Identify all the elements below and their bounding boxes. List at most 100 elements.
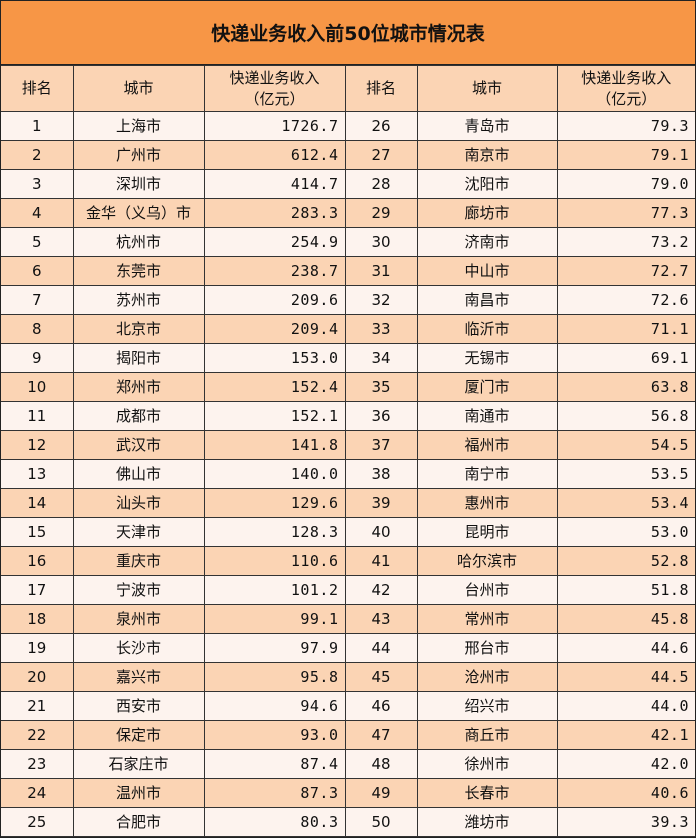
revenue-cell: 53.5 <box>556 459 695 489</box>
revenue-cell: 95.8 <box>203 662 346 692</box>
rank-cell: 29 <box>344 198 418 228</box>
city-cell: 昆明市 <box>416 517 558 547</box>
header-rank: 排名 <box>344 65 418 112</box>
rank-cell: 12 <box>1 430 74 460</box>
table-row: 10 郑州市 152.4 35 厦门市 63.8 <box>1 372 695 402</box>
city-cell: 无锡市 <box>416 343 558 373</box>
revenue-cell: 53.0 <box>556 517 695 547</box>
rank-cell: 21 <box>1 691 74 721</box>
revenue-cell: 110.6 <box>203 546 346 576</box>
rank-cell: 22 <box>1 720 74 750</box>
table-row: 19 长沙市 97.9 44 邢台市 44.6 <box>1 633 695 663</box>
rank-cell: 18 <box>1 604 74 634</box>
revenue-cell: 72.7 <box>556 256 695 286</box>
city-cell: 上海市 <box>72 111 205 141</box>
city-revenue-table: 排名 城市 快递业务收入 （亿元） 排名 城市 快递业务收入 （亿元） 1 上海市 17… <box>1 65 695 837</box>
city-cell: 佛山市 <box>72 459 205 489</box>
rank-cell: 16 <box>1 546 74 576</box>
rank-cell: 24 <box>1 778 74 808</box>
rank-cell: 32 <box>344 285 418 315</box>
rank-cell: 37 <box>344 430 418 460</box>
table-row: 22 保定市 93.0 47 商丘市 42.1 <box>1 720 695 750</box>
revenue-cell: 101.2 <box>203 575 346 605</box>
revenue-cell: 414.7 <box>203 169 346 199</box>
city-cell: 北京市 <box>72 314 205 344</box>
revenue-cell: 56.8 <box>556 401 695 431</box>
table-row: 11 成都市 152.1 36 南通市 56.8 <box>1 401 695 431</box>
rank-cell: 10 <box>1 372 74 402</box>
header-city: 城市 <box>416 65 558 112</box>
revenue-cell: 152.4 <box>203 372 346 402</box>
rank-cell: 6 <box>1 256 74 286</box>
revenue-cell: 54.5 <box>556 430 695 460</box>
city-cell: 长沙市 <box>72 633 205 663</box>
header-row: 排名 城市 快递业务收入 （亿元） 排名 城市 快递业务收入 （亿元） <box>1 65 695 112</box>
revenue-cell: 51.8 <box>556 575 695 605</box>
table-row: 14 汕头市 129.6 39 惠州市 53.4 <box>1 488 695 518</box>
revenue-cell: 612.4 <box>203 140 346 170</box>
city-cell: 重庆市 <box>72 546 205 576</box>
revenue-cell: 42.1 <box>556 720 695 750</box>
rank-cell: 49 <box>344 778 418 808</box>
rank-cell: 46 <box>344 691 418 721</box>
rank-cell: 28 <box>344 169 418 199</box>
table-row: 15 天津市 128.3 40 昆明市 53.0 <box>1 517 695 547</box>
table-row: 25 合肥市 80.3 50 潍坊市 39.3 <box>1 807 695 837</box>
city-cell: 台州市 <box>416 575 558 605</box>
city-cell: 邢台市 <box>416 633 558 663</box>
table-row: 21 西安市 94.6 46 绍兴市 44.0 <box>1 691 695 721</box>
city-cell: 徐州市 <box>416 749 558 779</box>
revenue-cell: 254.9 <box>203 227 346 257</box>
revenue-cell: 97.9 <box>203 633 346 663</box>
revenue-cell: 238.7 <box>203 256 346 286</box>
city-cell: 商丘市 <box>416 720 558 750</box>
city-cell: 长春市 <box>416 778 558 808</box>
revenue-cell: 69.1 <box>556 343 695 373</box>
rank-cell: 35 <box>344 372 418 402</box>
rank-cell: 40 <box>344 517 418 547</box>
rank-cell: 33 <box>344 314 418 344</box>
revenue-cell: 79.0 <box>556 169 695 199</box>
city-cell: 汕头市 <box>72 488 205 518</box>
revenue-cell: 99.1 <box>203 604 346 634</box>
city-cell: 绍兴市 <box>416 691 558 721</box>
rank-cell: 17 <box>1 575 74 605</box>
table-title: 快递业务收入前50位城市情况表 <box>1 1 695 65</box>
table-row: 2 广州市 612.4 27 南京市 79.1 <box>1 140 695 170</box>
rank-cell: 34 <box>344 343 418 373</box>
rank-cell: 27 <box>344 140 418 170</box>
revenue-cell: 79.3 <box>556 111 695 141</box>
revenue-cell: 87.4 <box>203 749 346 779</box>
revenue-cell: 77.3 <box>556 198 695 228</box>
header-revenue: 快递业务收入 （亿元） <box>556 65 695 112</box>
city-cell: 温州市 <box>72 778 205 808</box>
revenue-cell: 129.6 <box>203 488 346 518</box>
rank-cell: 14 <box>1 488 74 518</box>
rank-cell: 45 <box>344 662 418 692</box>
revenue-cell: 73.2 <box>556 227 695 257</box>
table-row: 23 石家庄市 87.4 48 徐州市 42.0 <box>1 749 695 779</box>
table-row: 17 宁波市 101.2 42 台州市 51.8 <box>1 575 695 605</box>
city-cell: 哈尔滨市 <box>416 546 558 576</box>
city-cell: 武汉市 <box>72 430 205 460</box>
table-row: 8 北京市 209.4 33 临沂市 71.1 <box>1 314 695 344</box>
city-cell: 嘉兴市 <box>72 662 205 692</box>
table-row: 13 佛山市 140.0 38 南宁市 53.5 <box>1 459 695 489</box>
rank-cell: 3 <box>1 169 74 199</box>
city-cell: 常州市 <box>416 604 558 634</box>
city-cell: 南通市 <box>416 401 558 431</box>
city-cell: 临沂市 <box>416 314 558 344</box>
rank-cell: 8 <box>1 314 74 344</box>
city-cell: 中山市 <box>416 256 558 286</box>
city-cell: 东莞市 <box>72 256 205 286</box>
rank-cell: 2 <box>1 140 74 170</box>
revenue-cell: 140.0 <box>203 459 346 489</box>
header-rank: 排名 <box>1 65 74 112</box>
rank-cell: 38 <box>344 459 418 489</box>
city-cell: 福州市 <box>416 430 558 460</box>
revenue-cell: 63.8 <box>556 372 695 402</box>
city-cell: 惠州市 <box>416 488 558 518</box>
city-cell: 沧州市 <box>416 662 558 692</box>
rank-cell: 39 <box>344 488 418 518</box>
rank-cell: 25 <box>1 807 74 837</box>
